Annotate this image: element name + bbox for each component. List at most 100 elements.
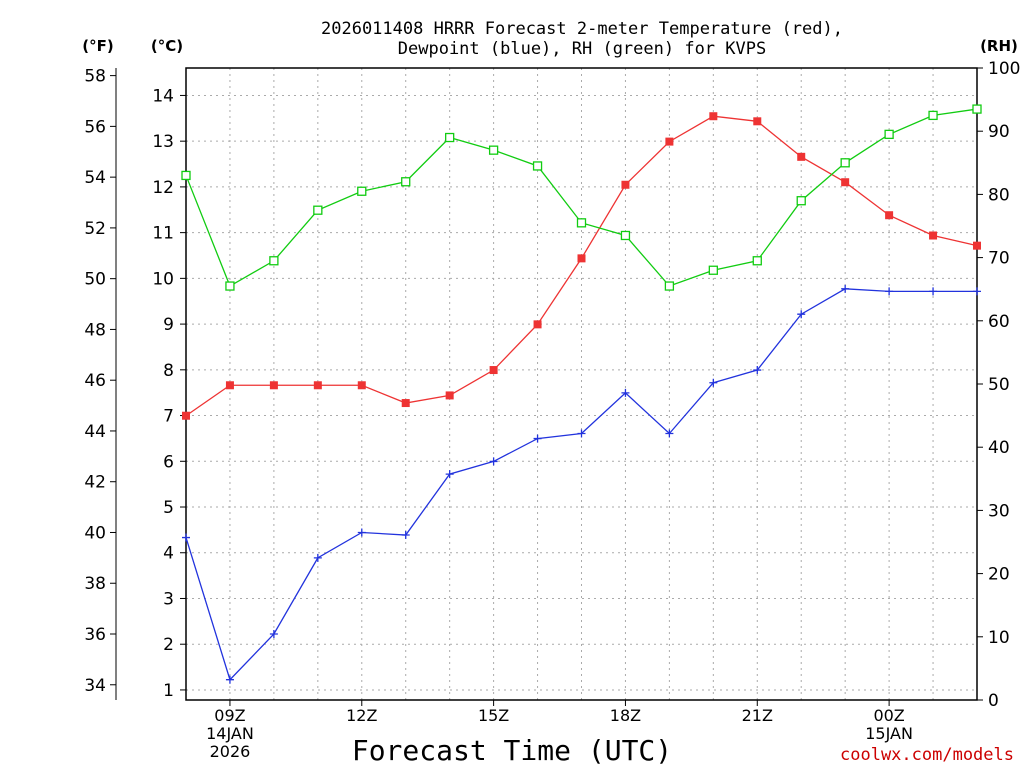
x-tick-label: 00Z <box>873 706 904 725</box>
data-point <box>621 180 630 189</box>
data-point <box>665 429 674 438</box>
data-point <box>357 186 367 196</box>
fahrenheit-tick-label: 54 <box>84 168 106 188</box>
data-point <box>269 256 279 266</box>
series-2-meter-temperature <box>182 112 981 420</box>
data-point <box>401 399 410 408</box>
fahrenheit-tick-label: 48 <box>84 320 106 340</box>
x-tick-label: 2026 <box>210 742 251 761</box>
title-line-1: 2026011408 HRRR Forecast 2-meter Tempera… <box>321 19 843 39</box>
celsius-tick-label: 14 <box>152 86 174 106</box>
plot-frame <box>185 67 978 701</box>
data-point <box>752 256 762 266</box>
title-line-2: Dewpoint (blue), RH (green) for KVPS <box>398 39 766 59</box>
data-point <box>841 284 850 293</box>
data-point <box>357 528 366 537</box>
data-point <box>181 170 191 181</box>
data-point <box>929 287 938 296</box>
fahrenheit-tick-label: 42 <box>84 473 106 493</box>
fahrenheit-tick-label: 58 <box>84 67 106 87</box>
fahrenheit-tick-label: 34 <box>84 676 106 696</box>
rh-tick-label: 50 <box>988 375 1010 395</box>
data-point <box>577 254 586 263</box>
x-axis-title: Forecast Time (UTC) <box>352 734 672 767</box>
data-point <box>709 112 718 121</box>
data-series <box>181 104 982 684</box>
data-point <box>884 129 894 140</box>
data-point <box>665 137 674 146</box>
data-point <box>445 132 455 143</box>
fahrenheit-tick-label: 52 <box>84 219 106 239</box>
x-tick-label: 12Z <box>346 706 377 725</box>
data-point <box>533 320 542 329</box>
data-point <box>313 205 323 215</box>
data-point <box>620 230 631 241</box>
data-point <box>182 533 190 542</box>
rh-axis-label: (RH) <box>980 37 1018 55</box>
celsius-axis-label: (°C) <box>151 37 183 55</box>
celsius-tick-label: 7 <box>163 407 174 427</box>
data-point <box>357 381 366 390</box>
data-point <box>708 265 718 275</box>
celsius-tick-label: 5 <box>163 498 174 518</box>
data-point <box>225 675 234 684</box>
data-point <box>885 287 894 296</box>
rh-tick-label: 100 <box>988 59 1020 79</box>
fahrenheit-tick-label: 36 <box>84 625 106 645</box>
celsius-tick-label: 10 <box>152 269 174 289</box>
data-point <box>577 429 586 438</box>
data-point <box>269 381 278 390</box>
data-point <box>753 117 762 126</box>
data-point <box>753 366 762 375</box>
celsius-tick-label: 11 <box>152 224 174 244</box>
data-point <box>401 177 411 187</box>
x-tick-label: 21Z <box>742 706 773 725</box>
chart-title: 2026011408 HRRR Forecast 2-meter Tempera… <box>321 19 843 59</box>
series-rh <box>181 104 982 291</box>
data-point <box>225 281 235 291</box>
fahrenheit-tick-label: 50 <box>84 270 106 290</box>
data-point <box>269 630 278 639</box>
rh-tick-label: 10 <box>988 628 1010 648</box>
fahrenheit-tick-label: 56 <box>84 117 106 137</box>
data-point <box>796 196 806 206</box>
fahrenheit-tick-label: 40 <box>84 523 106 543</box>
celsius-tick-label: 2 <box>163 635 174 655</box>
celsius-tick-label: 13 <box>152 132 174 152</box>
rh-tick-label: 30 <box>988 501 1010 521</box>
data-point <box>489 366 498 375</box>
data-point <box>797 152 806 161</box>
data-point <box>841 178 850 187</box>
data-point <box>182 411 190 420</box>
data-point <box>973 287 981 296</box>
data-point <box>532 161 543 171</box>
data-point <box>797 310 806 319</box>
data-point <box>313 381 322 390</box>
grid <box>186 68 977 700</box>
celsius-tick-label: 3 <box>163 589 174 609</box>
data-point <box>885 211 894 220</box>
data-point <box>401 531 410 540</box>
x-tick-label: 14JAN <box>206 724 254 743</box>
series-line <box>185 115 978 417</box>
celsius-tick-label: 6 <box>163 452 174 472</box>
rh-tick-label: 0 <box>988 691 999 711</box>
data-point <box>928 110 938 121</box>
data-point <box>621 388 630 397</box>
fahrenheit-tick-label: 46 <box>84 371 106 391</box>
x-tick-label: 18Z <box>610 706 641 725</box>
data-point <box>313 553 322 562</box>
celsius-tick-label: 9 <box>163 315 174 335</box>
fahrenheit-tick-label: 44 <box>84 422 106 442</box>
data-point <box>445 470 454 479</box>
rh-tick-label: 60 <box>988 312 1010 332</box>
data-point <box>709 378 718 387</box>
data-point <box>664 281 675 291</box>
x-tick-label: 09Z <box>214 706 245 725</box>
celsius-tick-label: 12 <box>152 178 174 198</box>
celsius-tick-label: 1 <box>163 681 174 701</box>
data-point <box>225 381 234 390</box>
fahrenheit-tick-label: 38 <box>84 574 106 594</box>
data-point <box>489 457 498 466</box>
series-dewpoint <box>182 284 981 684</box>
